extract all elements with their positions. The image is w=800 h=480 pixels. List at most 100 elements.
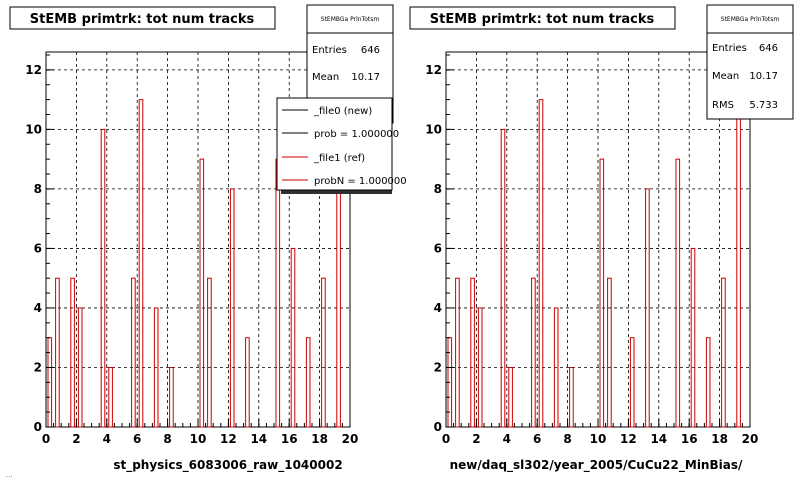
right-histogram-panel: 0 2 4 6 8 10 12 14 16 18 20 0 2 4 6 8 10 12 StEMB primtr… bbox=[409, 4, 794, 473]
histogram-bar bbox=[138, 99, 144, 428]
y-tick-label: 6 bbox=[34, 241, 42, 255]
histogram-bar bbox=[290, 247, 296, 428]
y-axis-ticks: 0 2 4 6 8 10 12 bbox=[25, 54, 54, 434]
histogram-bar bbox=[705, 337, 711, 428]
histogram-bar bbox=[455, 277, 460, 428]
stats-title: StEMBGa PrlnTotsm bbox=[321, 16, 380, 23]
histogram-bar bbox=[77, 307, 83, 428]
legend-entry-new: _file0 (new) bbox=[313, 106, 372, 117]
histogram-bar bbox=[100, 128, 106, 428]
histogram-bar bbox=[629, 337, 635, 428]
legend-entry-ref: _file1 (ref) bbox=[313, 153, 365, 164]
y-tick-label: 0 bbox=[34, 420, 42, 434]
y-tick-label: 0 bbox=[434, 420, 442, 434]
x-tick-label: 18 bbox=[711, 432, 728, 446]
histogram-bar bbox=[553, 307, 559, 428]
x-tick-label: 10 bbox=[190, 432, 207, 446]
stats-mean-value: 10.17 bbox=[351, 72, 380, 83]
chart-title: StEMB primtrk: tot num tracks bbox=[430, 12, 655, 27]
stats-rms-label: RMS bbox=[712, 100, 734, 111]
y-tick-label: 12 bbox=[25, 63, 42, 77]
x-tick-label: 12 bbox=[220, 432, 237, 446]
x-axis-label: st_physics_6083006_raw_1040002 bbox=[113, 458, 342, 473]
x-tick-label: 6 bbox=[533, 432, 541, 446]
y-tick-label: 2 bbox=[434, 360, 442, 374]
y-tick-label: 6 bbox=[434, 241, 442, 255]
y-axis-ticks: 0 2 4 6 8 10 12 bbox=[425, 54, 454, 434]
histogram-bar bbox=[108, 366, 113, 428]
histogram-bar bbox=[675, 158, 681, 428]
histogram-bar bbox=[569, 366, 574, 428]
x-tick-label: 10 bbox=[590, 432, 607, 446]
histogram-bar bbox=[508, 366, 513, 428]
legend-background bbox=[276, 97, 393, 191]
legend-entry-probn: probN = 1.000000 bbox=[314, 176, 407, 187]
y-tick-label: 4 bbox=[434, 301, 442, 315]
status-text: ... bbox=[6, 471, 13, 479]
histogram-bar bbox=[131, 277, 136, 428]
x-axis-ticks: 0 2 4 6 8 10 12 14 16 18 20 bbox=[42, 419, 359, 446]
histogram-bar bbox=[538, 99, 544, 428]
stats-mean-label: Mean bbox=[712, 71, 739, 82]
x-tick-label: 18 bbox=[311, 432, 328, 446]
title-box bbox=[9, 6, 276, 30]
x-axis-label: new/daq_sl302/year_2005/CuCu22_MinBias/ bbox=[450, 458, 743, 473]
histogram-bar bbox=[245, 337, 250, 428]
stats-mean-value: 10.17 bbox=[749, 71, 778, 82]
x-tick-label: 2 bbox=[72, 432, 80, 446]
x-tick-label: 4 bbox=[103, 432, 111, 446]
histogram-bar bbox=[321, 277, 326, 428]
stats-rms-value: 5.733 bbox=[749, 100, 778, 111]
histogram-bar bbox=[721, 277, 726, 428]
histogram-bar bbox=[153, 307, 159, 428]
x-tick-label: 0 bbox=[42, 432, 50, 446]
histogram-bar bbox=[55, 277, 60, 428]
x-tick-label: 2 bbox=[472, 432, 480, 446]
histogram-bar bbox=[470, 277, 475, 428]
histogram-bar bbox=[690, 247, 696, 428]
x-tick-label: 16 bbox=[281, 432, 298, 446]
x-tick-label: 12 bbox=[620, 432, 637, 446]
histogram-bar bbox=[607, 277, 612, 428]
histogram-bars bbox=[447, 69, 741, 428]
histogram-bar bbox=[229, 188, 235, 428]
x-tick-label: 20 bbox=[342, 432, 359, 446]
y-tick-label: 8 bbox=[434, 182, 442, 196]
x-tick-label: 0 bbox=[442, 432, 450, 446]
histogram-bar bbox=[477, 307, 483, 428]
histogram-bar bbox=[70, 277, 75, 428]
chart-title: StEMB primtrk: tot num tracks bbox=[30, 12, 255, 27]
x-tick-label: 6 bbox=[133, 432, 141, 446]
title-box bbox=[409, 6, 676, 30]
y-tick-label: 4 bbox=[34, 301, 42, 315]
x-tick-label: 16 bbox=[681, 432, 698, 446]
stats-entries-label: Entries bbox=[312, 45, 347, 56]
x-tick-label: 14 bbox=[250, 432, 267, 446]
y-tick-label: 2 bbox=[34, 360, 42, 374]
x-tick-label: 4 bbox=[503, 432, 511, 446]
histogram-bar bbox=[169, 366, 174, 428]
x-tick-label: 20 bbox=[742, 432, 759, 446]
y-tick-label: 10 bbox=[425, 122, 442, 136]
legend-box: _file0 (new) prob = 1.000000 _file1 (ref… bbox=[276, 97, 407, 194]
histogram-bar bbox=[500, 128, 506, 428]
histogram-bar bbox=[645, 188, 650, 428]
y-tick-label: 8 bbox=[34, 182, 42, 196]
stats-title: StEMBGa PrlnTotsm bbox=[721, 16, 780, 23]
legend-entry-prob: prob = 1.000000 bbox=[314, 129, 399, 140]
stats-entries-label: Entries bbox=[712, 43, 747, 54]
y-tick-label: 10 bbox=[25, 122, 42, 136]
x-tick-label: 14 bbox=[650, 432, 667, 446]
stats-entries-value: 646 bbox=[361, 45, 380, 56]
x-tick-label: 8 bbox=[563, 432, 571, 446]
stats-mean-label: Mean bbox=[312, 72, 339, 83]
histogram-bar bbox=[305, 337, 311, 428]
y-tick-label: 12 bbox=[425, 63, 442, 77]
x-tick-label: 8 bbox=[163, 432, 171, 446]
histogram-bar bbox=[531, 277, 536, 428]
stats-entries-value: 646 bbox=[759, 43, 778, 54]
histogram-bar bbox=[599, 158, 605, 428]
left-histogram-panel: 0 2 4 6 8 10 12 14 16 18 20 0 2 4 6 8 10 12 StEMB primtr… bbox=[9, 4, 407, 473]
histogram-bar bbox=[207, 277, 212, 428]
